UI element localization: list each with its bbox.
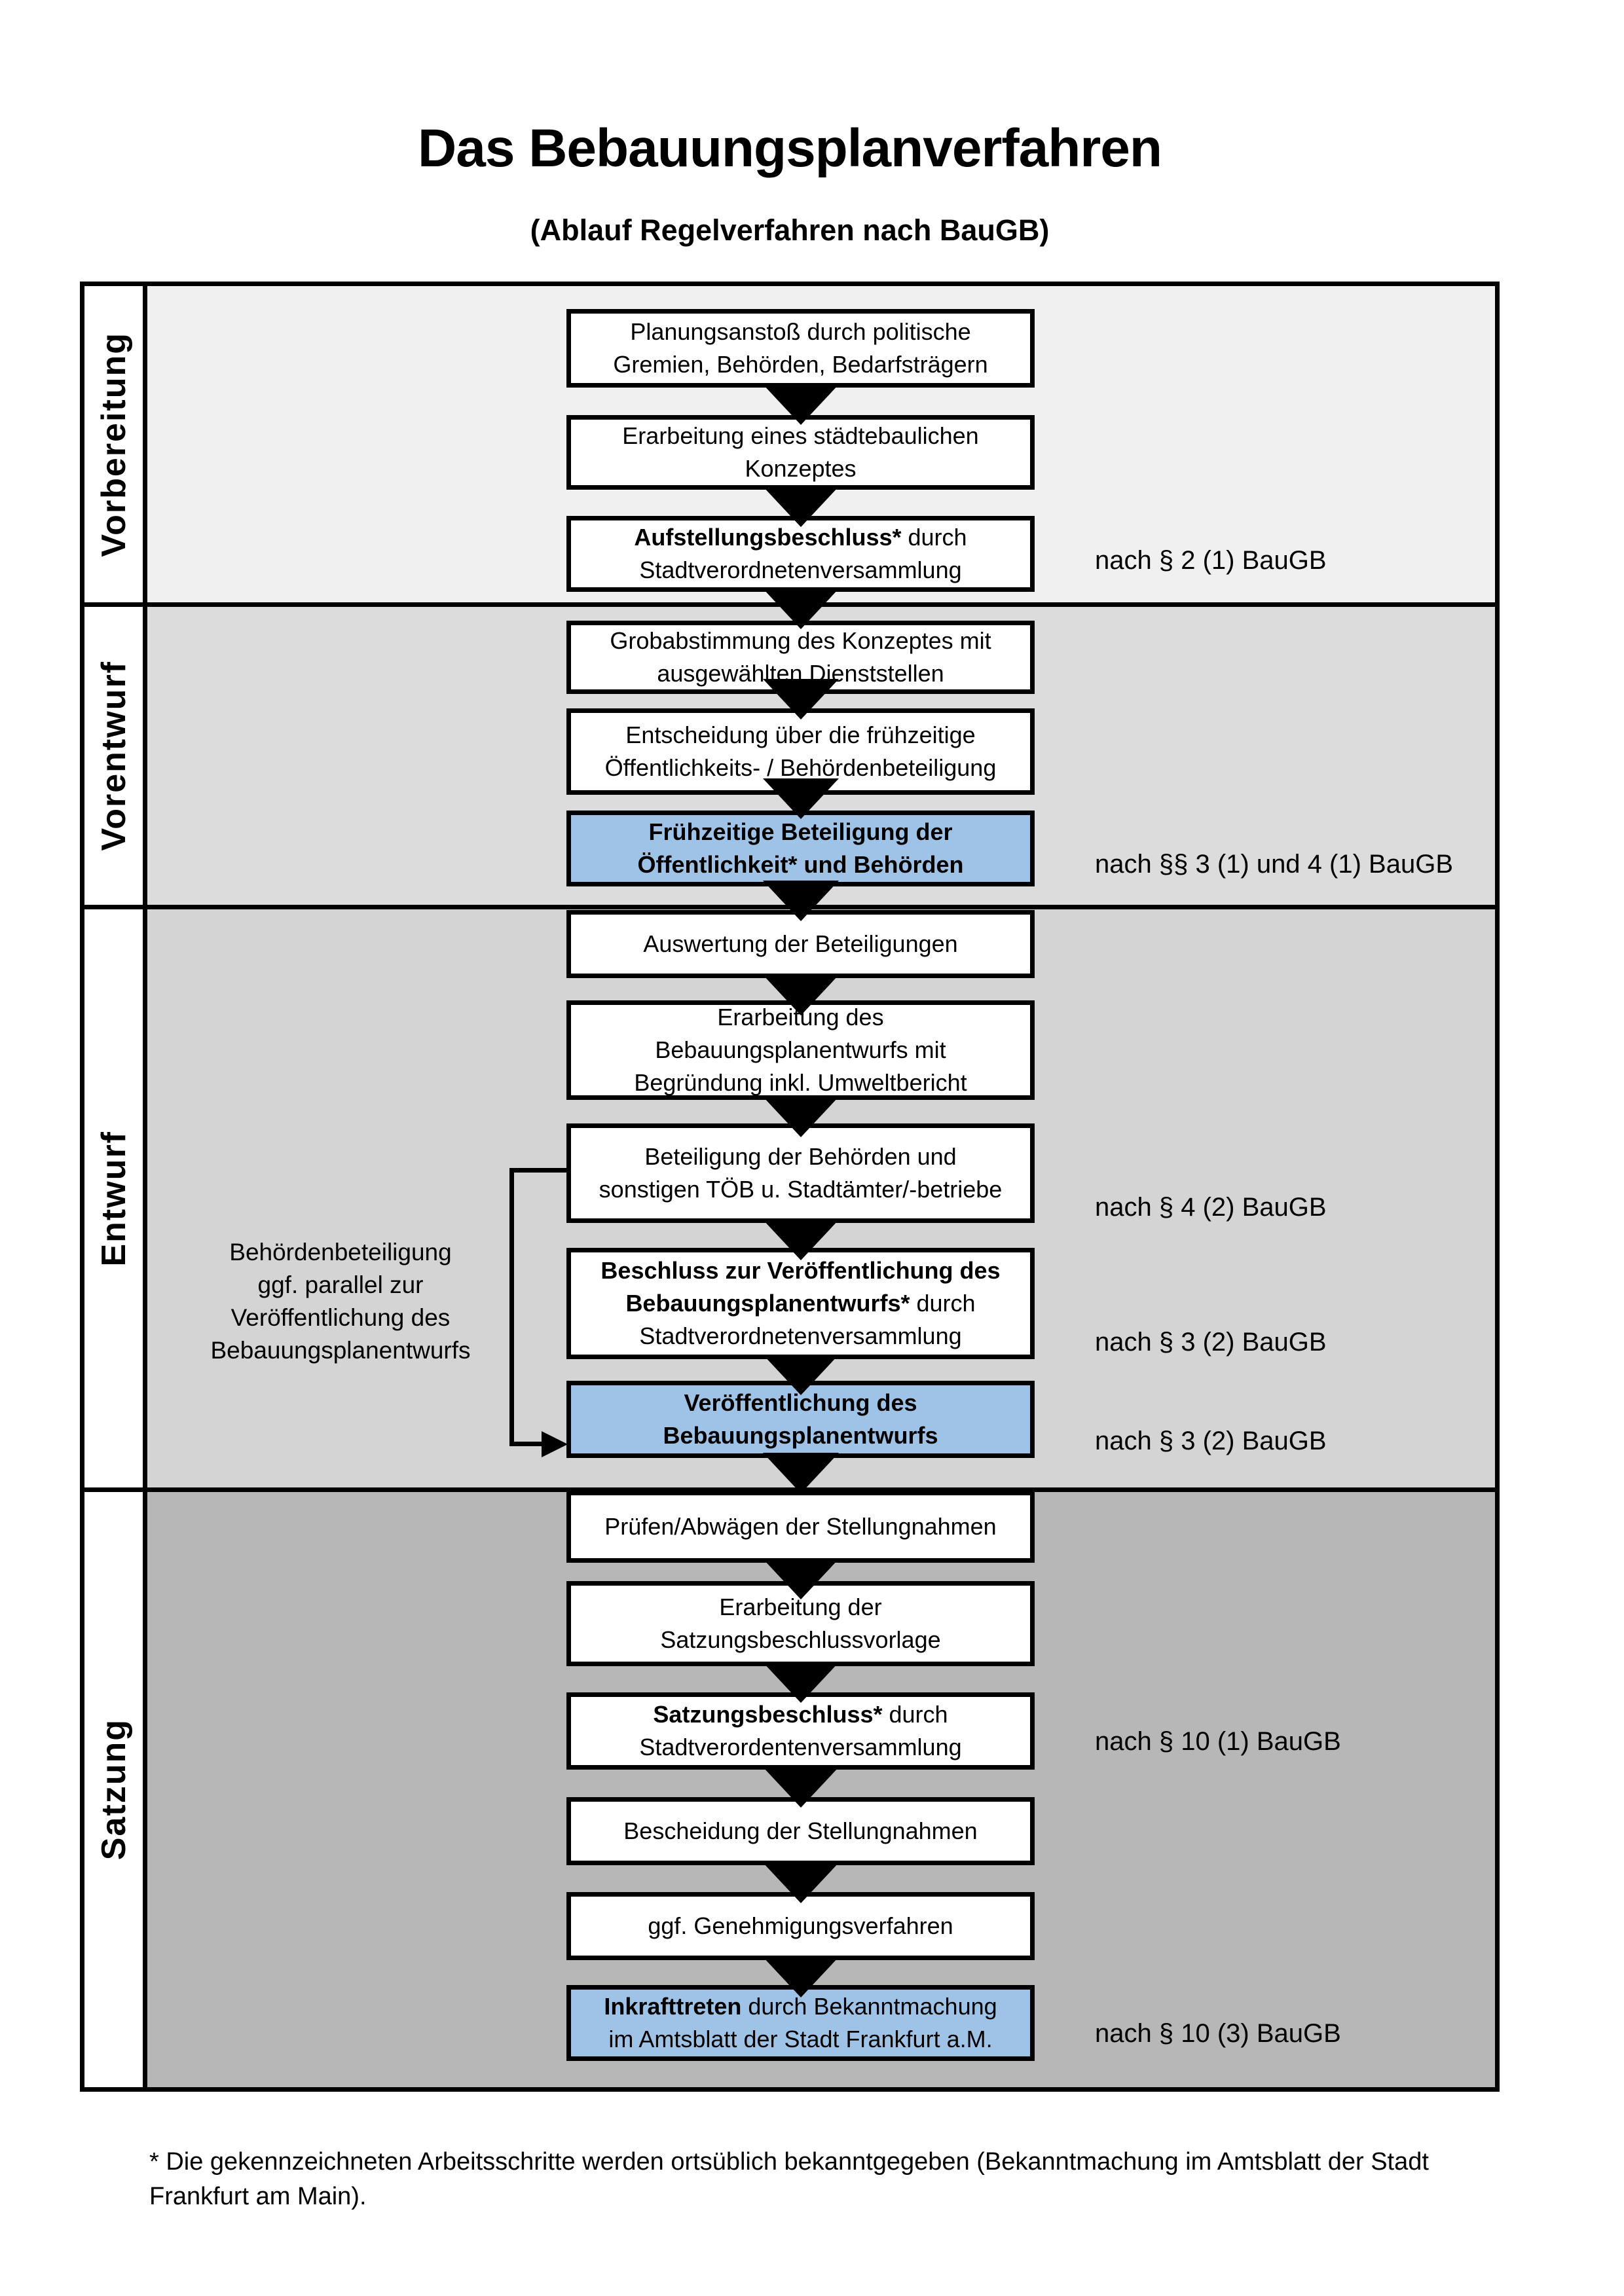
step-line: ggf. Genehmigungsverfahren xyxy=(648,1912,953,1939)
footnote: * Die gekennzeichneten Arbeitsschritte w… xyxy=(149,2145,1429,2214)
phase-label-cell: Entwurf xyxy=(84,909,147,1487)
step-line: Begründung inkl. Umweltbericht xyxy=(634,1069,967,1096)
step-pruefen-abwaegen: Prüfen/Abwägen der Stellungnahmen xyxy=(566,1491,1035,1563)
side-note-line: Bebauungsplanentwurfs xyxy=(210,1337,471,1364)
page-title: Das Bebauungsplanverfahren xyxy=(418,118,1162,178)
step-line: Öffentlichkeits- / Behördenbeteiligung xyxy=(604,754,997,781)
step-line: Satzungsbeschlussvorlage xyxy=(660,1626,941,1653)
arrow-down-icon xyxy=(763,1662,839,1703)
step-behoerdenbeteiligung: Beteiligung der Behörden und sonstigen T… xyxy=(566,1123,1035,1223)
step-line: Bebauungsplanentwurfs mit xyxy=(655,1036,946,1063)
legal-reference-aufstellung: nach § 2 (1) BauGB xyxy=(1095,546,1327,575)
arrow-down-icon xyxy=(763,1767,839,1808)
phase-label-cell: Vorentwurf xyxy=(84,607,147,905)
arrow-down-icon xyxy=(763,1559,839,1599)
step-line: Beteiligung der Behörden und xyxy=(644,1143,957,1170)
step-line: Grobabstimmung des Konzeptes mit xyxy=(610,627,991,654)
arrow-down-icon xyxy=(763,1453,839,1493)
step-staedtebauliches-konzept: Erarbeitung eines städtebaulichen Konzep… xyxy=(566,415,1035,490)
arrow-down-icon xyxy=(763,679,839,720)
step-line: Stadtverordnetenversammlung xyxy=(639,1322,962,1349)
step-line: Frühzeitige Beteiligung der xyxy=(648,818,953,845)
step-planungsanstoss: Planungsanstoß durch politische Gremien,… xyxy=(566,309,1035,388)
step-erarbeitung-entwurf: Erarbeitung des Bebauungsplanentwurfs mi… xyxy=(566,1000,1035,1100)
legal-reference-veroeffentlichung: nach § 3 (2) BauGB xyxy=(1095,1427,1327,1455)
arrow-down-icon xyxy=(763,1355,839,1395)
side-note-line: Behördenbeteiligung xyxy=(229,1239,452,1266)
connector-top-segment xyxy=(509,1168,568,1173)
connector-bottom-segment xyxy=(509,1442,545,1446)
legal-reference-inkrafttreten: nach § 10 (3) BauGB xyxy=(1095,2019,1341,2048)
step-line: Planungsanstoß durch politische xyxy=(630,318,971,345)
phase-label-cell: Satzung xyxy=(84,1492,147,2087)
footnote-line: Frankfurt am Main). xyxy=(149,2183,367,2210)
arrow-down-icon xyxy=(763,589,839,629)
arrow-down-icon xyxy=(763,1097,839,1137)
step-line: sonstigen TÖB u. Stadtämter/-betriebe xyxy=(599,1176,1003,1203)
legal-reference-beschluss: nach § 3 (2) BauGB xyxy=(1095,1328,1327,1357)
step-satzungsbeschluss: Satzungsbeschluss* durch Stadtverordente… xyxy=(566,1692,1035,1770)
legal-reference-satzungsbeschluss: nach § 10 (1) BauGB xyxy=(1095,1727,1341,1756)
side-note-line: Veröffentlichung des xyxy=(231,1304,451,1331)
arrow-down-icon xyxy=(763,1220,839,1260)
process-diagram-frame: Vorbereitung Vorentwurf Entwurf Satzung xyxy=(80,282,1500,2092)
step-line: Entscheidung über die frühzeitige xyxy=(625,721,976,748)
step-line: Erarbeitung eines städtebaulichen xyxy=(622,422,979,449)
step-line: Öffentlichkeit* und Behörden xyxy=(637,851,964,878)
step-line: Stadtverordentenversammlung xyxy=(639,1734,962,1760)
flow-overlay: Planungsanstoß durch politische Gremien,… xyxy=(84,286,1495,2087)
step-line: Prüfen/Abwägen der Stellungnahmen xyxy=(604,1513,997,1540)
connector-vertical-segment xyxy=(509,1168,514,1446)
step-line: Bescheidung der Stellungnahmen xyxy=(623,1817,978,1844)
step-line: Bebauungsplanentwurfs xyxy=(663,1422,938,1449)
step-line: Beschluss zur Veröffentlichung des xyxy=(600,1257,1001,1284)
step-line: Auswertung der Beteiligungen xyxy=(643,930,958,957)
phase-label-cell: Vorbereitung xyxy=(84,286,147,602)
side-note-line: ggf. parallel zur xyxy=(257,1271,424,1298)
step-beschluss-veroeffentlichung: Beschluss zur Veröffentlichung des Bebau… xyxy=(566,1248,1035,1359)
legal-reference-fruehzeitig: nach §§ 3 (1) und 4 (1) BauGB xyxy=(1095,850,1453,879)
legal-reference-behoerden: nach § 4 (2) BauGB xyxy=(1095,1193,1327,1222)
step-line: Gremien, Behörden, Bedarfsträgern xyxy=(613,351,988,378)
arrow-down-icon xyxy=(763,384,839,425)
arrow-down-icon xyxy=(763,778,839,819)
arrow-down-icon xyxy=(763,975,839,1015)
side-note-parallel-beteiligung: Behördenbeteiligung ggf. parallel zur Ve… xyxy=(177,1236,504,1367)
step-line: Satzungsbeschluss* durch xyxy=(653,1701,948,1728)
page-subtitle: (Ablauf Regelverfahren nach BauGB) xyxy=(530,213,1050,247)
arrow-down-icon xyxy=(763,1863,839,1903)
arrow-down-icon xyxy=(763,486,839,527)
step-line: im Amtsblatt der Stadt Frankfurt a.M. xyxy=(608,2026,993,2052)
step-line: Konzeptes xyxy=(745,455,857,482)
arrow-down-icon xyxy=(763,881,839,921)
connector-arrow-right-icon xyxy=(542,1431,568,1457)
step-line: Bebauungsplanentwurfs* durch xyxy=(625,1290,976,1317)
step-line: Stadtverordnetenversammlung xyxy=(639,556,962,583)
arrow-down-icon xyxy=(763,1957,839,1997)
step-line: Aufstellungsbeschluss* durch xyxy=(634,524,967,551)
footnote-line: * Die gekennzeichneten Arbeitsschritte w… xyxy=(149,2148,1429,2176)
step-aufstellungsbeschluss: Aufstellungsbeschluss* durch Stadtverord… xyxy=(566,516,1035,592)
step-fruehzeitige-beteiligung: Frühzeitige Beteiligung der Öffentlichke… xyxy=(566,811,1035,886)
